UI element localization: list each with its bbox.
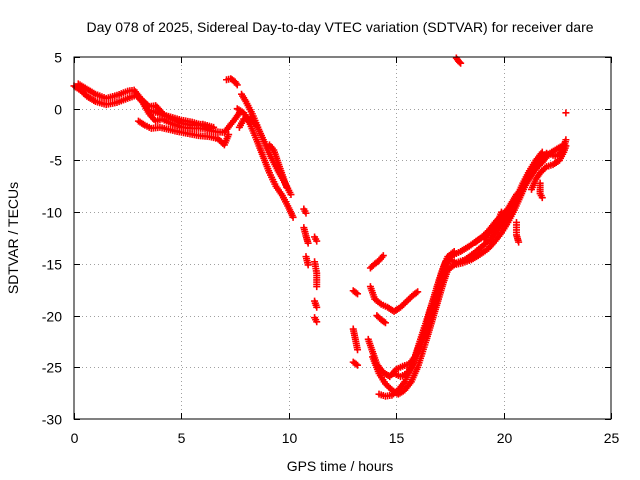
data-point xyxy=(497,208,505,216)
data-point xyxy=(253,121,261,129)
data-points xyxy=(70,54,570,400)
data-point xyxy=(289,213,297,221)
data-point xyxy=(313,237,321,245)
data-point xyxy=(354,290,362,298)
x-tick-label: 25 xyxy=(604,430,620,446)
y-tick-label: -25 xyxy=(42,360,62,376)
data-point xyxy=(304,261,312,269)
y-axis-ticks: 5 0 -5 -10 -15 -20 -25 -30 xyxy=(42,50,611,428)
x-axis-ticks: 0 5 10 15 20 25 xyxy=(71,57,620,446)
data-point xyxy=(414,288,422,296)
data-point xyxy=(515,238,523,246)
y-tick-label: -10 xyxy=(42,205,62,221)
data-point xyxy=(283,183,291,191)
data-point xyxy=(302,209,310,217)
data-point xyxy=(562,142,570,150)
x-tick-label: 5 xyxy=(178,430,186,446)
grid-lines xyxy=(74,57,611,419)
x-axis-label: GPS time / hours xyxy=(287,458,394,474)
y-axis-label: SDTVAR / TECUs xyxy=(5,182,21,294)
y-tick-label: -5 xyxy=(50,153,63,169)
data-point xyxy=(562,109,570,117)
data-point xyxy=(313,318,321,326)
x-tick-label: 0 xyxy=(71,430,79,446)
data-point xyxy=(287,191,295,199)
chart-title: Day 078 of 2025, Sidereal Day-to-day VTE… xyxy=(86,19,593,35)
x-tick-label: 15 xyxy=(389,430,405,446)
data-point xyxy=(381,319,389,327)
data-point xyxy=(412,289,420,297)
data-point xyxy=(456,58,464,66)
data-point xyxy=(354,346,362,354)
y-tick-label: 5 xyxy=(54,50,62,66)
data-point xyxy=(379,252,387,260)
data-point xyxy=(457,59,465,67)
y-tick-label: -15 xyxy=(42,257,62,273)
data-point xyxy=(313,283,321,291)
data-point xyxy=(450,247,458,255)
y-tick-label: -30 xyxy=(42,412,62,428)
y-tick-label: 0 xyxy=(54,102,62,118)
data-point xyxy=(380,318,388,326)
data-point xyxy=(313,303,321,311)
data-point xyxy=(354,361,362,369)
data-point xyxy=(233,81,241,89)
data-point xyxy=(538,194,546,202)
data-point xyxy=(225,131,233,139)
data-point xyxy=(562,136,570,144)
x-tick-label: 20 xyxy=(497,430,513,446)
x-tick-label: 10 xyxy=(282,430,298,446)
data-point xyxy=(207,124,215,132)
data-point xyxy=(304,239,312,247)
plot-frame xyxy=(73,56,612,420)
y-tick-label: -20 xyxy=(42,309,62,325)
data-point xyxy=(352,360,360,368)
data-point xyxy=(352,289,360,297)
